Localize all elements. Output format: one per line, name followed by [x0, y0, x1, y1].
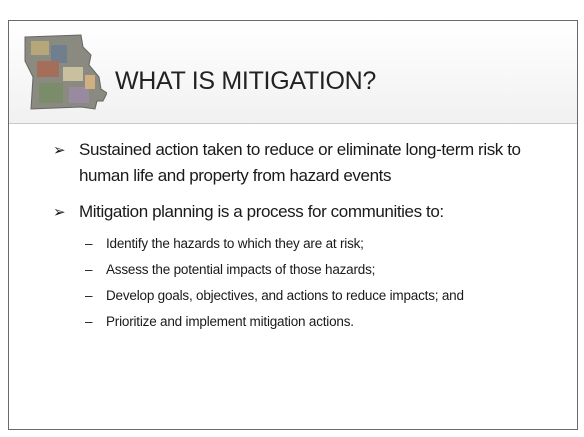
- bullet-list: Sustained action taken to reduce or elim…: [51, 137, 531, 339]
- sub-bullet: Prioritize and implement mitigation acti…: [51, 313, 526, 331]
- missouri-map-icon: [21, 31, 107, 113]
- bullet: Sustained action taken to reduce or elim…: [51, 137, 531, 189]
- sub-bullet: Develop goals, objectives, and actions t…: [51, 287, 526, 305]
- header: WHAT IS MITIGATION?: [9, 21, 577, 124]
- slide: WHAT IS MITIGATION? Sustained action tak…: [8, 20, 578, 430]
- bullet: Mitigation planning is a process for com…: [51, 199, 531, 225]
- sub-bullet: Assess the potential impacts of those ha…: [51, 261, 526, 279]
- page: WHAT IS MITIGATION? Sustained action tak…: [0, 0, 584, 437]
- slide-title: WHAT IS MITIGATION?: [115, 67, 376, 96]
- sub-bullet: Identify the hazards to which they are a…: [51, 235, 526, 253]
